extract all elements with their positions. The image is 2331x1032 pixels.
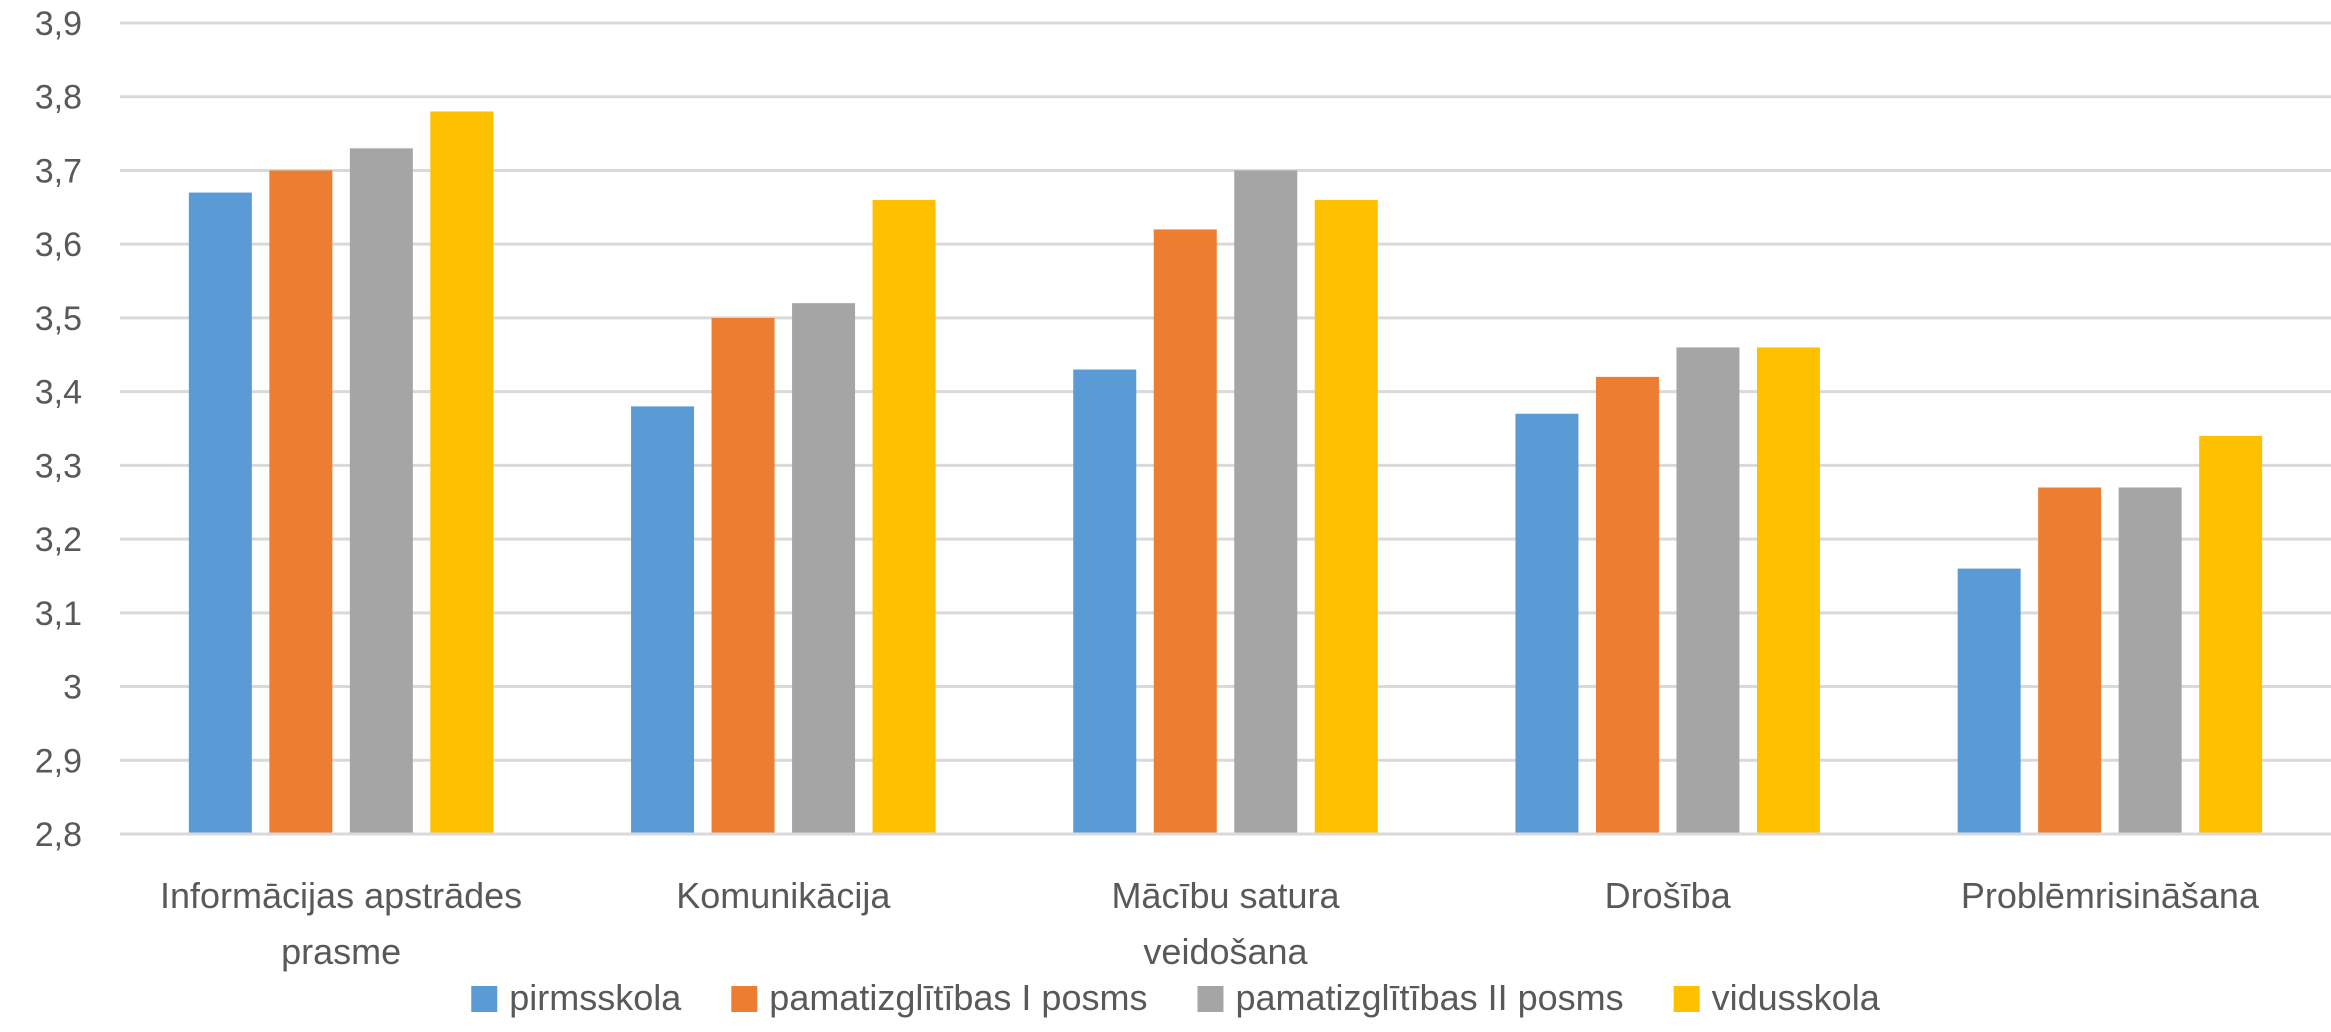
legend-swatch	[471, 986, 498, 1012]
y-tick-label: 3,1	[35, 595, 82, 633]
y-tick-label: 3,9	[35, 5, 82, 43]
bar	[1515, 413, 1579, 834]
y-tick-label: 2,8	[35, 816, 82, 854]
y-tick-label: 3,8	[35, 79, 82, 117]
y-tick-label: 3,2	[35, 521, 82, 559]
bar	[430, 111, 494, 835]
x-axis-category-labels: Informācijas apstrādes prasme Komunikācija…	[160, 875, 2260, 972]
y-tick-label: 2,9	[35, 742, 82, 780]
bar	[792, 303, 856, 834]
bar	[1756, 347, 1820, 834]
x-category-label: Mācību satura	[1111, 875, 1340, 916]
x-category-label: Drošība	[1605, 875, 1732, 916]
legend-item: pirmsskola	[471, 977, 682, 1018]
y-tick-label: 3,4	[35, 374, 82, 412]
legend-swatch	[731, 986, 758, 1012]
legend-label: vidusskola	[1712, 977, 1881, 1018]
y-tick-label: 3,5	[35, 300, 82, 338]
legend-item: vidusskola	[1673, 977, 1881, 1018]
legend: pirmsskola pamatizglītības I posms pamatiz…	[471, 977, 1881, 1018]
legend-label: pamatizglītības I posms	[769, 977, 1147, 1018]
bar	[2118, 487, 2182, 834]
bar	[1957, 568, 2021, 834]
x-category-label: Problēmrisināšana	[1961, 875, 2260, 916]
bar	[188, 192, 252, 834]
legend-label: pamatizglītības II posms	[1235, 977, 1623, 1018]
bar	[872, 199, 936, 835]
legend-item: pamatizglītības II posms	[1197, 977, 1624, 1018]
bar	[1676, 347, 1740, 834]
x-category-label: Informācijas apstrādes	[160, 875, 522, 916]
bar	[349, 148, 413, 834]
bar	[711, 317, 775, 835]
bars	[188, 111, 2263, 835]
bar	[1073, 369, 1137, 834]
legend-item: pamatizglītības I posms	[731, 977, 1147, 1018]
bar	[1314, 199, 1378, 835]
bar	[2038, 487, 2102, 834]
legend-swatch	[1197, 986, 1224, 1012]
y-tick-label: 3,7	[35, 152, 82, 190]
bar	[1595, 376, 1659, 834]
legend-label: pirmsskola	[509, 977, 682, 1018]
x-category-label: veidošana	[1143, 931, 1308, 972]
bar	[1153, 229, 1217, 834]
bar	[2199, 435, 2263, 834]
x-category-label: Komunikācija	[676, 875, 891, 916]
x-category-label: prasme	[281, 931, 401, 972]
y-axis-tick-labels: 2,8 2,9 3 3,1 3,2 3,3 3,4 3,5 3,6 3,7 3,8 3,9	[35, 5, 82, 854]
y-tick-label: 3,6	[35, 226, 82, 264]
y-tick-label: 3	[63, 669, 82, 707]
legend-swatch	[1673, 986, 1700, 1012]
bar	[631, 406, 695, 834]
y-tick-label: 3,3	[35, 447, 82, 485]
bar	[269, 170, 333, 835]
bar	[1234, 170, 1298, 835]
